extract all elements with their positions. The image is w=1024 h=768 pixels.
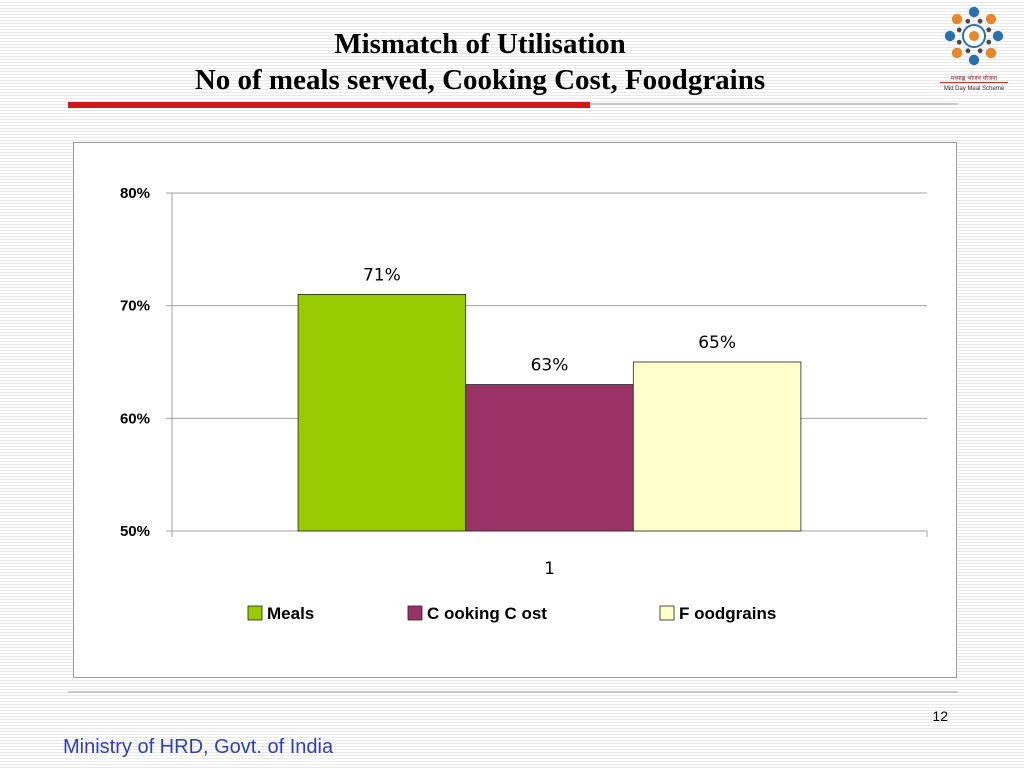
bar-meals — [297, 293, 467, 532]
title-line-2: No of meals served, Cooking Cost, Foodgr… — [194, 64, 766, 96]
slide-title: Mismatch of Utilisation No of meals serv… — [60, 26, 900, 98]
y-tick-label: 60% — [120, 410, 150, 427]
legend-label: C ooking C ost — [427, 604, 547, 623]
footer-text: Ministry of HRD, Govt. of India — [63, 736, 334, 758]
y-tick-label: 70% — [120, 298, 150, 315]
page-number: 12 — [932, 708, 948, 724]
footer-divider — [68, 691, 958, 693]
logo-caption-hindi: मध्याह्न भोजन योजना — [951, 74, 998, 82]
data-label: 65% — [698, 333, 736, 353]
bar-chart: 50% 60% 70% 80% 71% 63% 65% 1 Meals C ooking C os… — [120, 185, 928, 623]
x-tick-label: 1 — [544, 559, 555, 579]
y-tick-label: 80% — [120, 185, 150, 202]
legend-label: Meals — [267, 604, 314, 623]
title-underline-accent — [68, 102, 590, 108]
bar-cookingcost — [465, 384, 634, 532]
chart-area: 50% 60% 70% 80% 71% 63% 65% 1 Meals C ooking C os… — [73, 142, 957, 678]
data-label: 63% — [531, 356, 569, 376]
bar-foodgrains — [632, 361, 802, 532]
logo-caption-english: Mid Day Meal Scheme — [944, 86, 1005, 92]
mid-day-meal-logo-icon: मध्याह्न भोजन योजना Mid Day Meal Scheme — [940, 6, 1008, 92]
title-line-1: Mismatch of Utilisation — [334, 28, 626, 60]
legend-swatch — [659, 605, 675, 621]
y-tick-label: 50% — [120, 523, 150, 540]
data-label: 71% — [363, 265, 401, 285]
legend-swatch — [247, 605, 263, 621]
legend-swatch — [407, 605, 423, 621]
legend-label: F oodgrains — [679, 604, 776, 623]
